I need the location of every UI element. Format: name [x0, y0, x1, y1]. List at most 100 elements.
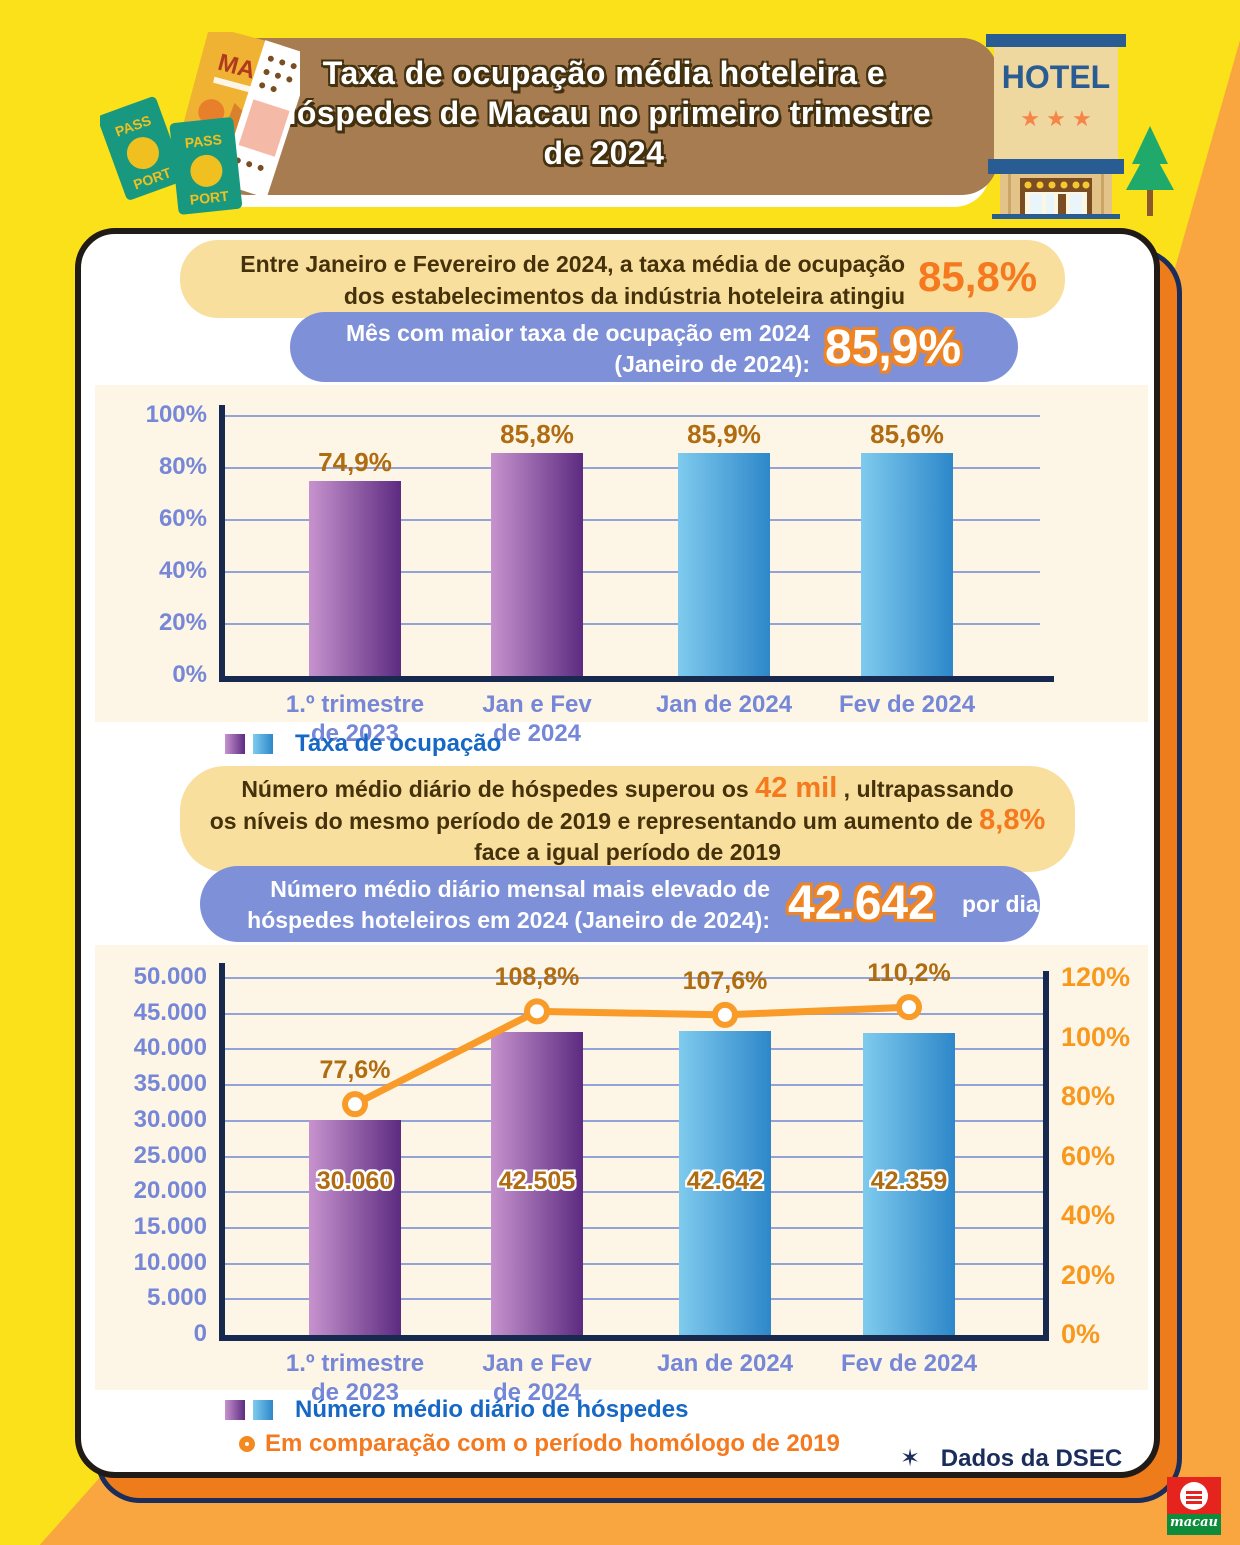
y-tick-label: 15.000	[133, 1212, 207, 1240]
bar-value-label: 42.359	[870, 1167, 948, 1195]
line-value-label: 108,8%	[494, 963, 580, 992]
gridline	[225, 1262, 1043, 1265]
y-tick-label: 80%	[158, 453, 207, 480]
guests-legend-line-label: Em comparação com o período homólogo de …	[265, 1430, 840, 1457]
gridline	[225, 1012, 1043, 1015]
logo-green-field	[1167, 1514, 1221, 1535]
line-marker-icon	[239, 1436, 255, 1452]
bar	[309, 481, 401, 676]
guests-comparison-chart: 0 5.000 10.000 15.000 20.000 25.000 30.000 35.0…	[95, 945, 1148, 1406]
passport-label-bottom: PORT	[189, 188, 230, 208]
legend-swatch-purple	[225, 734, 245, 754]
page-title: Taxa de ocupação média hoteleira e hóspe…	[210, 53, 998, 173]
title-line-1: Taxa de ocupação média hoteleira e	[322, 55, 886, 91]
source-footnote: ✶ Dados da DSEC	[900, 1444, 1122, 1473]
occupancy-peak-callout: Mês com maior taxa de ocupação em 2024 (…	[290, 312, 1018, 382]
gridline	[225, 519, 1040, 521]
y-tick-label: 50.000	[133, 963, 207, 990]
guests-summary-l1a: Número médio diário de hóspedes superou …	[241, 776, 756, 802]
logo-wordmark: macau	[1170, 1515, 1218, 1530]
guests-summary-line2: os níveis do mesmo período de 2019 e rep…	[190, 805, 1065, 837]
y2-tick-label: 60%	[1061, 1140, 1116, 1171]
line-marker	[524, 998, 550, 1025]
line-value-label: 77,6%	[319, 1056, 391, 1085]
gridline	[225, 1298, 1043, 1301]
guests-summary-l1c: , ultrapassando	[837, 776, 1014, 802]
bar	[491, 452, 583, 676]
y2-tick-label: 100%	[1061, 1021, 1131, 1052]
guests-peak-suffix: por dia	[962, 891, 1039, 917]
y-tick-label: 35.000	[133, 1070, 207, 1098]
gridline	[225, 1226, 1043, 1229]
y2-axis	[1043, 971, 1049, 1341]
gridline	[225, 1119, 1043, 1122]
bar-value-label: 85,6%	[870, 419, 944, 450]
occupancy-peak-line1: Mês com maior taxa de ocupação em 2024	[345, 320, 810, 346]
gridline	[225, 467, 1040, 469]
guests-summary-callout: Número médio diário de hóspedes superou …	[180, 766, 1075, 872]
travel-icons: MAP PASS PORT PASS PORT	[100, 32, 300, 215]
bar-value-label: 42.642	[686, 1167, 764, 1195]
bar	[861, 453, 953, 676]
y-tick-label: 40%	[158, 557, 207, 584]
line-value-label: 107,6%	[682, 966, 768, 995]
y-axis	[219, 405, 225, 682]
y2-tick-label: 0%	[1061, 1319, 1101, 1349]
legend-swatch-blue	[253, 1400, 273, 1420]
guests-peak-value: 42.642	[788, 877, 935, 930]
y-tick-label: 20.000	[133, 1177, 207, 1205]
x-axis	[219, 1335, 1049, 1341]
x-tick-label: Jan de 2024	[656, 1350, 794, 1377]
y-axis	[219, 963, 225, 1341]
y-tick-label: 40.000	[133, 1034, 207, 1062]
y-tick-label: 0%	[172, 661, 207, 688]
y2-tick-label: 20%	[1061, 1259, 1116, 1290]
guests-peak-line1: Número médio diário mensal mais elevado …	[270, 876, 770, 902]
y2-tick-label: 40%	[1061, 1200, 1116, 1230]
y-tick-label: 100%	[145, 401, 207, 428]
guests-summary-l2a: os níveis do mesmo período de 2019 e rep…	[209, 808, 980, 834]
header-banner: Taxa de ocupação média hoteleira e hóspe…	[210, 38, 998, 195]
guests-peak-line2: hóspedes hoteleiros em 2024 (Janeiro de …	[247, 907, 770, 933]
passport-icon: PASS PORT	[100, 96, 185, 200]
guests-legend-bars-row: Número médio diário de hóspedes	[225, 1396, 840, 1424]
occupancy-legend-label: Taxa de ocupação	[295, 730, 502, 757]
occupancy-summary-value: 85,8%	[918, 253, 1038, 300]
ticket-icon	[218, 40, 300, 199]
macau-logo: macau	[1167, 1477, 1221, 1535]
logo-ruins-icon	[1186, 1491, 1202, 1494]
gridline	[225, 1191, 1043, 1194]
hotel-icon: HOTEL ★ ★ ★	[986, 34, 1174, 219]
y-tick-label: 30.000	[133, 1105, 207, 1133]
y-tick-label: 25.000	[133, 1141, 207, 1169]
bar-value-label: 85,9%	[687, 418, 761, 449]
source-text: Dados da DSEC	[940, 1445, 1123, 1472]
line-marker	[712, 1001, 738, 1028]
bar	[309, 1120, 401, 1335]
guests-summary-highlight-88pct: 8,8%	[979, 804, 1046, 836]
y-tick-label: 45.000	[133, 998, 207, 1026]
title-line-2: hóspedes de Macau no primeiro trimestre	[276, 95, 932, 131]
hotel-sign: HOTEL	[1002, 59, 1110, 95]
guests-summary-highlight-42mil: 42 mil	[755, 772, 838, 804]
legend-swatch-blue	[253, 734, 273, 754]
guests-legend-bar-label: Número médio diário de hóspedes	[295, 1396, 689, 1423]
x-tick-label: Jan e Fev de 2024	[482, 691, 592, 747]
gridline	[225, 571, 1040, 573]
legend-swatch-purple	[225, 1400, 245, 1420]
line-marker	[342, 1091, 368, 1118]
x-tick-label: 1.º trimestre de 2023	[285, 691, 425, 747]
occupancy-chart: 0% 20% 40% 60% 80% 100% 74,9% 1.º trimestre de 2…	[95, 385, 1148, 747]
star-icon: ✶	[900, 1444, 921, 1472]
bar	[678, 452, 770, 676]
logo-circle	[1180, 1482, 1208, 1510]
y-tick-label: 0	[193, 1320, 207, 1347]
gridline	[225, 1155, 1043, 1158]
x-tick-label: Jan e Fev de 2024	[482, 1350, 592, 1406]
guests-chart-legend: Número médio diário de hóspedes Em compa…	[225, 1396, 840, 1458]
y-tick-label: 20%	[158, 609, 207, 636]
title-line-3: de 2024	[543, 135, 665, 171]
guests-legend-line-row: Em comparação com o período homólogo de …	[239, 1430, 840, 1458]
guests-peak-callout: Número médio diário mensal mais elevado …	[200, 866, 1040, 942]
